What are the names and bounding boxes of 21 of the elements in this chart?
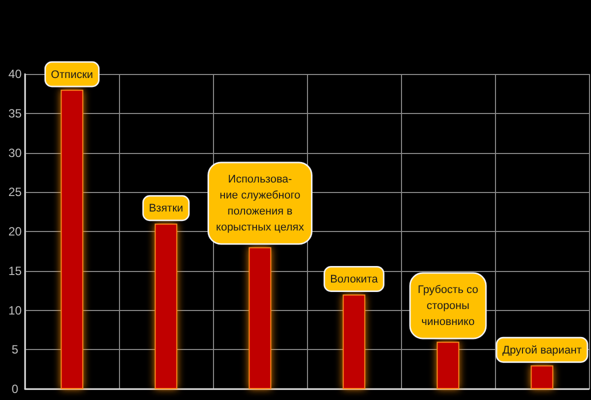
x-tick-label: Отписки <box>50 68 94 81</box>
bar <box>436 342 460 389</box>
x-tick-label: Другой вариант <box>502 344 582 356</box>
x-tick-label: Грубость со стороны чиновнико <box>418 284 478 328</box>
y-tick-label: 25 <box>8 185 22 200</box>
bar <box>342 294 366 389</box>
y-tick-label: 10 <box>8 303 22 318</box>
x-tick-label: Волокита <box>330 274 379 286</box>
y-tick-label: 15 <box>8 264 22 278</box>
y-tick-label: 40 <box>8 67 22 81</box>
y-tick-label: 0 <box>12 382 19 396</box>
bar <box>60 90 84 389</box>
bar <box>530 365 554 389</box>
y-tick-label: 20 <box>8 224 22 238</box>
bar <box>154 224 178 389</box>
x-tick-label: Взятки <box>148 202 184 215</box>
y-tick-label: 5 <box>12 342 19 357</box>
x-tick-label: Использова- ние служебного положения в корыстных целях <box>216 173 304 234</box>
y-tick-label: 35 <box>8 106 22 120</box>
bar <box>248 247 272 389</box>
y-tick-label: 30 <box>8 146 22 160</box>
